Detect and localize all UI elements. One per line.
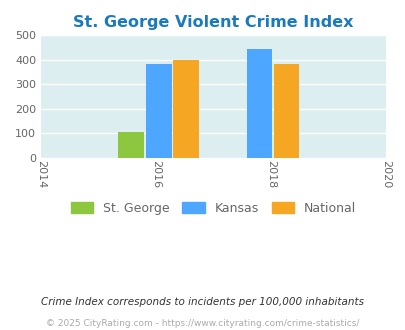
Bar bbox=[118, 132, 144, 158]
Legend: St. George, Kansas, National: St. George, Kansas, National bbox=[67, 198, 359, 219]
Title: St. George Violent Crime Index: St. George Violent Crime Index bbox=[73, 15, 353, 30]
Text: © 2025 CityRating.com - https://www.cityrating.com/crime-statistics/: © 2025 CityRating.com - https://www.city… bbox=[46, 319, 359, 328]
Bar bbox=[145, 64, 171, 158]
Text: Crime Index corresponds to incidents per 100,000 inhabitants: Crime Index corresponds to incidents per… bbox=[41, 297, 364, 307]
Bar bbox=[173, 60, 198, 158]
Bar bbox=[246, 49, 272, 158]
Bar bbox=[273, 64, 299, 158]
